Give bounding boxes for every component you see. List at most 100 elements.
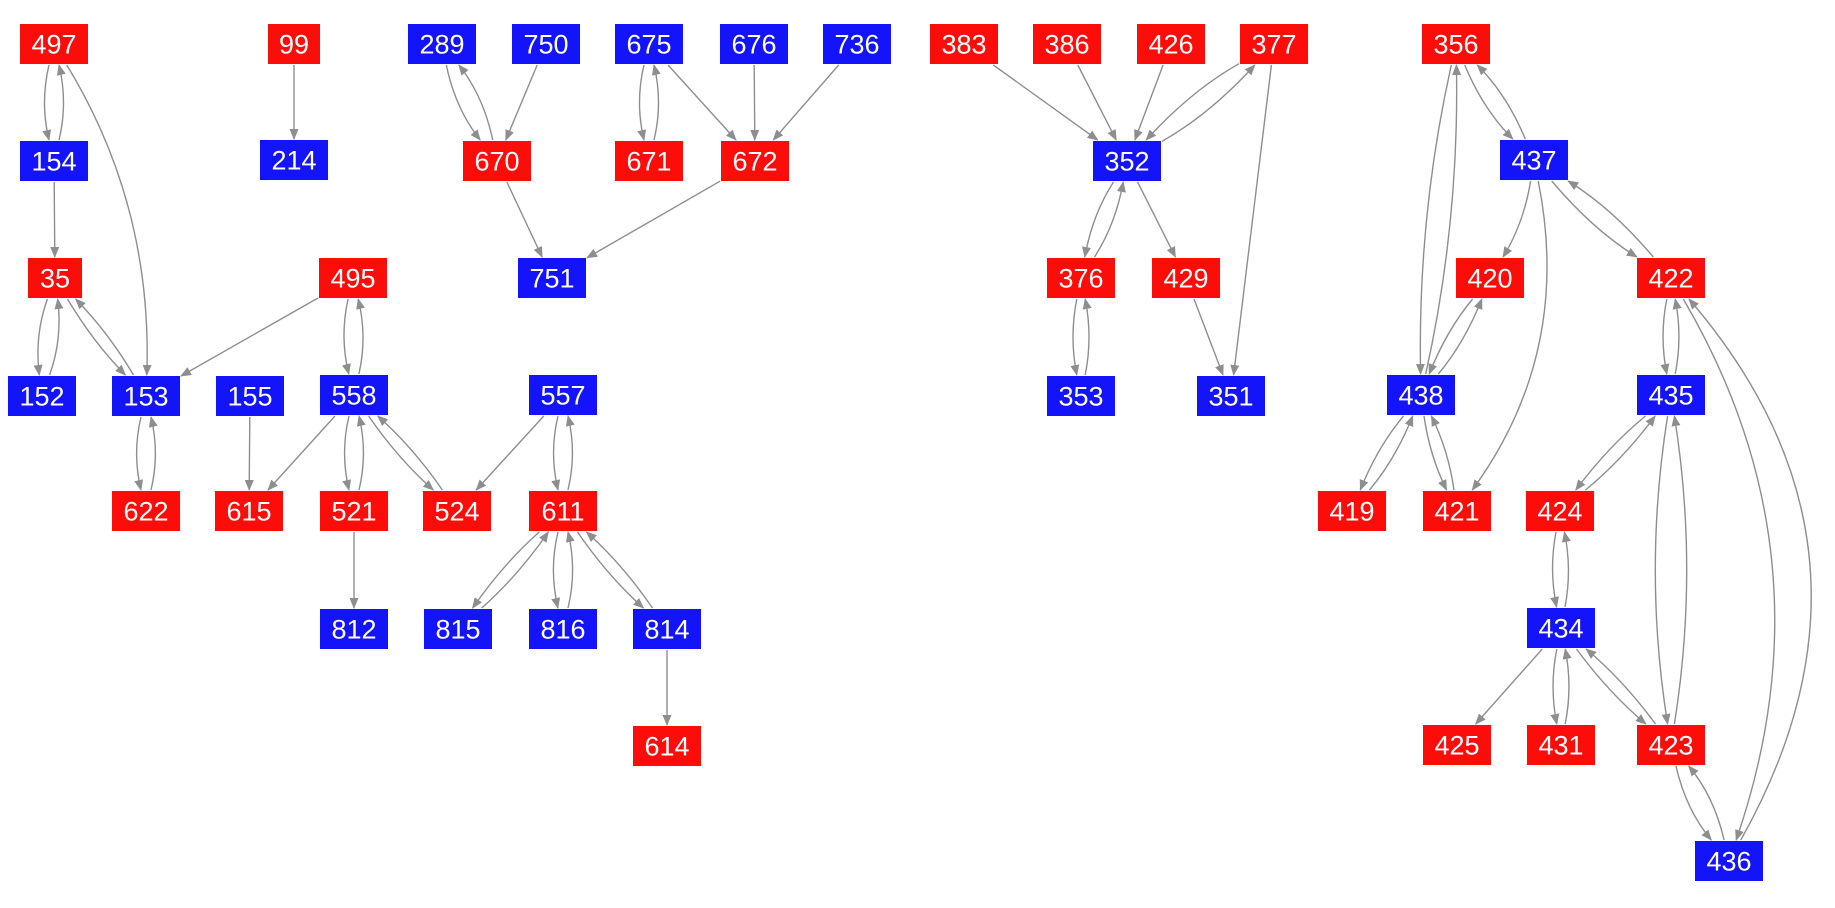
node-box[interactable]: [463, 141, 531, 181]
node-box[interactable]: [28, 258, 82, 298]
node-431[interactable]: 431: [1527, 725, 1595, 765]
node-box[interactable]: [512, 24, 580, 64]
node-box[interactable]: [8, 376, 76, 416]
node-376[interactable]: 376: [1047, 258, 1115, 298]
node-352[interactable]: 352: [1093, 141, 1161, 181]
node-438[interactable]: 438: [1387, 375, 1455, 415]
node-154[interactable]: 154: [20, 141, 88, 181]
node-box[interactable]: [408, 24, 476, 64]
node-box[interactable]: [1637, 725, 1705, 765]
node-814[interactable]: 814: [633, 609, 701, 649]
node-155[interactable]: 155: [216, 376, 284, 416]
node-437[interactable]: 437: [1500, 140, 1568, 180]
node-434[interactable]: 434: [1527, 608, 1595, 648]
node-box[interactable]: [1137, 24, 1205, 64]
node-box[interactable]: [1240, 24, 1308, 64]
node-524[interactable]: 524: [423, 491, 491, 531]
node-675[interactable]: 675: [615, 24, 683, 64]
node-421[interactable]: 421: [1423, 491, 1491, 531]
node-box[interactable]: [823, 24, 891, 64]
node-558[interactable]: 558: [320, 375, 388, 415]
node-box[interactable]: [1152, 258, 1220, 298]
node-box[interactable]: [1637, 375, 1705, 415]
node-153[interactable]: 153: [112, 376, 180, 416]
node-box[interactable]: [320, 609, 388, 649]
node-676[interactable]: 676: [720, 24, 788, 64]
node-box[interactable]: [1423, 725, 1491, 765]
node-750[interactable]: 750: [512, 24, 580, 64]
node-351[interactable]: 351: [1197, 376, 1265, 416]
node-152[interactable]: 152: [8, 376, 76, 416]
node-box[interactable]: [320, 491, 388, 531]
node-426[interactable]: 426: [1137, 24, 1205, 64]
node-424[interactable]: 424: [1526, 491, 1594, 531]
node-box[interactable]: [260, 140, 328, 180]
node-box[interactable]: [1387, 375, 1455, 415]
node-214[interactable]: 214: [260, 140, 328, 180]
node-box[interactable]: [1500, 140, 1568, 180]
node-422[interactable]: 422: [1637, 258, 1705, 298]
node-99[interactable]: 99: [268, 24, 320, 64]
node-box[interactable]: [615, 141, 683, 181]
node-611[interactable]: 611: [529, 491, 597, 531]
node-box[interactable]: [1047, 258, 1115, 298]
node-815[interactable]: 815: [424, 609, 492, 649]
node-614[interactable]: 614: [633, 726, 701, 766]
node-35[interactable]: 35: [28, 258, 82, 298]
node-425[interactable]: 425: [1423, 725, 1491, 765]
node-671[interactable]: 671: [615, 141, 683, 181]
node-353[interactable]: 353: [1047, 376, 1115, 416]
node-386[interactable]: 386: [1033, 24, 1101, 64]
node-736[interactable]: 736: [823, 24, 891, 64]
node-box[interactable]: [529, 609, 597, 649]
node-672[interactable]: 672: [721, 141, 789, 181]
node-box[interactable]: [1093, 141, 1161, 181]
node-box[interactable]: [1637, 258, 1705, 298]
node-box[interactable]: [615, 24, 683, 64]
node-box[interactable]: [112, 376, 180, 416]
node-box[interactable]: [1526, 491, 1594, 531]
node-419[interactable]: 419: [1318, 491, 1386, 531]
node-420[interactable]: 420: [1456, 258, 1524, 298]
node-497[interactable]: 497: [20, 24, 88, 64]
node-429[interactable]: 429: [1152, 258, 1220, 298]
node-box[interactable]: [1422, 24, 1490, 64]
node-box[interactable]: [423, 491, 491, 531]
node-812[interactable]: 812: [320, 609, 388, 649]
node-521[interactable]: 521: [320, 491, 388, 531]
node-box[interactable]: [20, 24, 88, 64]
node-436[interactable]: 436: [1695, 841, 1763, 881]
node-383[interactable]: 383: [930, 24, 998, 64]
node-751[interactable]: 751: [518, 258, 586, 298]
node-615[interactable]: 615: [215, 491, 283, 531]
node-816[interactable]: 816: [529, 609, 597, 649]
node-495[interactable]: 495: [319, 258, 387, 298]
node-box[interactable]: [1423, 491, 1491, 531]
node-box[interactable]: [930, 24, 998, 64]
node-box[interactable]: [529, 491, 597, 531]
node-box[interactable]: [20, 141, 88, 181]
node-box[interactable]: [720, 24, 788, 64]
node-box[interactable]: [319, 258, 387, 298]
node-box[interactable]: [1527, 725, 1595, 765]
node-box[interactable]: [215, 491, 283, 531]
node-423[interactable]: 423: [1637, 725, 1705, 765]
node-435[interactable]: 435: [1637, 375, 1705, 415]
node-box[interactable]: [268, 24, 320, 64]
node-box[interactable]: [1695, 841, 1763, 881]
node-557[interactable]: 557: [529, 375, 597, 415]
node-box[interactable]: [1318, 491, 1386, 531]
node-356[interactable]: 356: [1422, 24, 1490, 64]
node-670[interactable]: 670: [463, 141, 531, 181]
node-box[interactable]: [1033, 24, 1101, 64]
node-box[interactable]: [1527, 608, 1595, 648]
node-box[interactable]: [216, 376, 284, 416]
node-377[interactable]: 377: [1240, 24, 1308, 64]
node-box[interactable]: [518, 258, 586, 298]
node-box[interactable]: [112, 491, 180, 531]
node-box[interactable]: [633, 609, 701, 649]
node-box[interactable]: [1197, 376, 1265, 416]
node-box[interactable]: [320, 375, 388, 415]
node-box[interactable]: [424, 609, 492, 649]
node-622[interactable]: 622: [112, 491, 180, 531]
